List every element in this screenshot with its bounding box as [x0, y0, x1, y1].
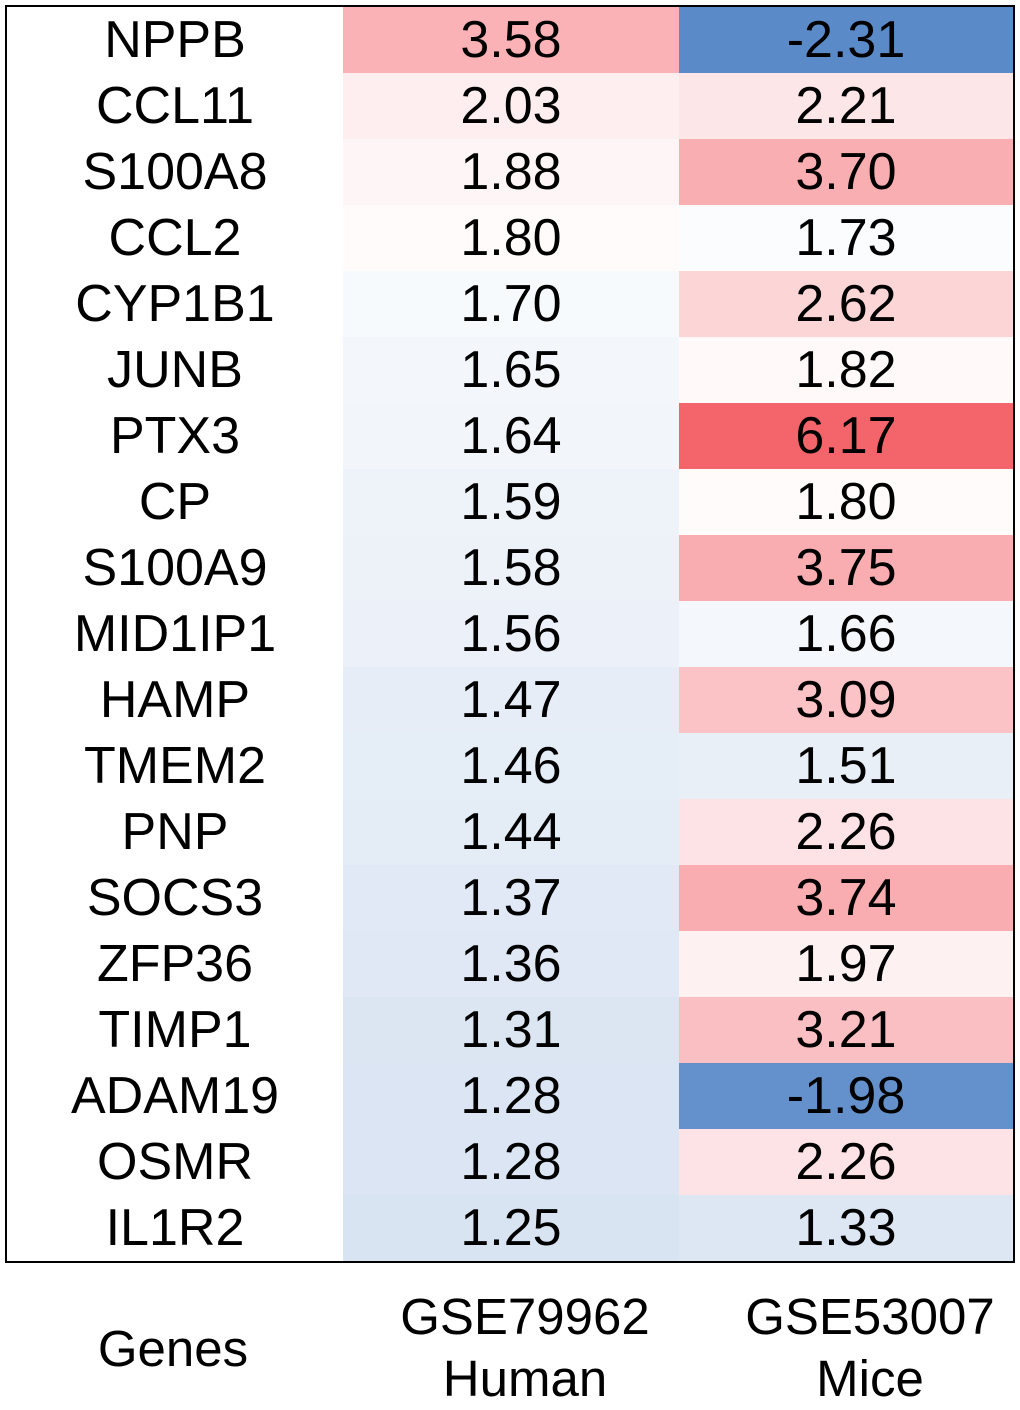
value-cell-gse79962: 1.46 — [343, 733, 679, 799]
column-header-gse79962: GSE79962 Human — [340, 1286, 710, 1410]
value-cell-gse79962: 1.37 — [343, 865, 679, 931]
gene-label: S100A9 — [82, 539, 268, 597]
value-cell-gse79962: 1.25 — [343, 1195, 679, 1261]
heatmap-row: CYP1B1 1.70 2.62 — [7, 271, 1013, 337]
heatmap-row: NPPB 3.58 -2.31 — [7, 7, 1013, 73]
value-cell-gse79962: 3.58 — [343, 7, 679, 73]
gene-label: SOCS3 — [86, 869, 264, 927]
column-header-gse53007-line1: GSE53007 — [745, 1288, 995, 1345]
heatmap-row: OSMR 1.28 2.26 — [7, 1129, 1013, 1195]
value-cell-gse53007: 2.62 — [679, 271, 1013, 337]
gene-label: HAMP — [99, 671, 251, 729]
value-cell-gse53007: 2.26 — [679, 1129, 1013, 1195]
value-cell-gse53007: 1.73 — [679, 205, 1013, 271]
heatmap-row: PNP 1.44 2.26 — [7, 799, 1013, 865]
heatmap-row: CP 1.59 1.80 — [7, 469, 1013, 535]
genes-header: Genes — [97, 1320, 249, 1377]
gene-label: TIMP1 — [98, 1001, 252, 1059]
column-header-gse53007-line2: Mice — [816, 1350, 924, 1407]
gene-label: S100A8 — [82, 143, 268, 201]
heatmap-row: IL1R2 1.25 1.33 — [7, 1195, 1013, 1261]
value-cell-gse79962: 1.36 — [343, 931, 679, 997]
gene-label: CYP1B1 — [75, 275, 275, 333]
value-cell-gse79962: 1.56 — [343, 601, 679, 667]
heatmap-row: CCL11 2.03 2.21 — [7, 73, 1013, 139]
heatmap-row: SOCS3 1.37 3.74 — [7, 865, 1013, 931]
gene-label: CCL2 — [108, 209, 242, 267]
gene-label: ADAM19 — [70, 1067, 280, 1125]
gene-label: PNP — [121, 803, 229, 861]
gene-label: CCL11 — [95, 77, 254, 135]
value-cell-gse79962: 1.59 — [343, 469, 679, 535]
heatmap-table: NPPB 3.58 -2.31 CCL11 2.03 2.21 S100A8 1.88 3.70… — [5, 5, 1015, 1263]
value-cell-gse79962: 1.47 — [343, 667, 679, 733]
value-cell-gse79962: 1.64 — [343, 403, 679, 469]
gene-label: MID1IP1 — [73, 605, 277, 663]
value-cell-gse79962: 1.80 — [343, 205, 679, 271]
heatmap-row: ZFP36 1.36 1.97 — [7, 931, 1013, 997]
value-cell-gse79962: 1.44 — [343, 799, 679, 865]
value-cell-gse79962: 1.70 — [343, 271, 679, 337]
value-cell-gse53007: 2.26 — [679, 799, 1013, 865]
gene-label: IL1R2 — [105, 1199, 245, 1257]
gene-label: OSMR — [97, 1133, 253, 1191]
heatmap-row: HAMP 1.47 3.09 — [7, 667, 1013, 733]
heatmap-row: PTX3 1.64 6.17 — [7, 403, 1013, 469]
gene-label: ZFP36 — [96, 935, 254, 993]
gene-label: PTX3 — [109, 407, 241, 465]
gene-label: NPPB — [104, 11, 246, 69]
value-cell-gse79962: 1.31 — [343, 997, 679, 1063]
gene-label: CP — [138, 473, 212, 531]
heatmap-row: S100A9 1.58 3.75 — [7, 535, 1013, 601]
value-cell-gse53007: 1.97 — [679, 931, 1013, 997]
value-cell-gse53007: 1.82 — [679, 337, 1013, 403]
heatmap-row: S100A8 1.88 3.70 — [7, 139, 1013, 205]
value-cell-gse79962: 2.03 — [343, 73, 679, 139]
heatmap-row: TIMP1 1.31 3.21 — [7, 997, 1013, 1063]
column-header-gse53007: GSE53007 Mice — [690, 1286, 1020, 1410]
value-cell-gse53007: 1.80 — [679, 469, 1013, 535]
value-cell-gse79962: 1.28 — [343, 1129, 679, 1195]
heatmap-row: CCL2 1.80 1.73 — [7, 205, 1013, 271]
value-cell-gse53007: 6.17 — [679, 403, 1013, 469]
value-cell-gse53007: 1.33 — [679, 1195, 1013, 1261]
value-cell-gse53007: 3.09 — [679, 667, 1013, 733]
column-header-gse79962-line2: Human — [442, 1350, 608, 1407]
value-cell-gse53007: 3.70 — [679, 139, 1013, 205]
gene-label: JUNB — [107, 341, 243, 399]
value-cell-gse53007: -2.31 — [679, 7, 1013, 73]
heatmap-row: TMEM2 1.46 1.51 — [7, 733, 1013, 799]
column-header-gse79962-line1: GSE79962 — [400, 1288, 650, 1345]
heatmap-row: ADAM19 1.28 -1.98 — [7, 1063, 1013, 1129]
value-cell-gse79962: 1.88 — [343, 139, 679, 205]
value-cell-gse53007: 3.75 — [679, 535, 1013, 601]
heatmap-row: MID1IP1 1.56 1.66 — [7, 601, 1013, 667]
value-cell-gse53007: -1.98 — [679, 1063, 1013, 1129]
value-cell-gse53007: 1.51 — [679, 733, 1013, 799]
gene-label: TMEM2 — [84, 737, 266, 795]
heatmap-row: JUNB 1.65 1.82 — [7, 337, 1013, 403]
value-cell-gse79962: 1.58 — [343, 535, 679, 601]
value-cell-gse79962: 1.65 — [343, 337, 679, 403]
value-cell-gse53007: 3.74 — [679, 865, 1013, 931]
value-cell-gse53007: 1.66 — [679, 601, 1013, 667]
value-cell-gse53007: 2.21 — [679, 73, 1013, 139]
value-cell-gse53007: 3.21 — [679, 997, 1013, 1063]
value-cell-gse79962: 1.28 — [343, 1063, 679, 1129]
